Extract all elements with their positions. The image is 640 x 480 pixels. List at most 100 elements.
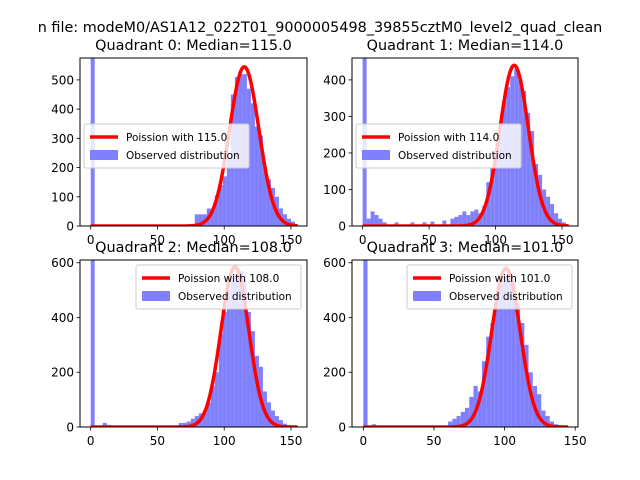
histogram-bar [456, 416, 461, 427]
histogram-bar [266, 179, 271, 226]
y-tick-label: 200 [51, 161, 74, 175]
legend-label-curve: Poission with 101.0 [449, 273, 550, 285]
axes-frame [79, 259, 308, 428]
legend-bar-swatch [362, 150, 390, 160]
x-tick-label: 0 [87, 434, 95, 448]
histogram-bar [537, 394, 542, 427]
y-tick-label: 300 [323, 110, 346, 124]
y-tick-label: 200 [323, 146, 346, 160]
subplot-title: Quadrant 1: Median=114.0 [367, 38, 564, 54]
histogram-bar [430, 221, 435, 226]
subplot-quadrant-0: 0 50 100 150 0 100 200 300 400 500 Quadrant 0: Med… [51, 38, 308, 247]
poisson-curve [89, 265, 299, 427]
x-tick-label: 50 [426, 434, 441, 448]
histogram-bar [546, 196, 551, 226]
histogram-bar [218, 333, 223, 427]
subplot-title: Quadrant 2: Median=108.0 [95, 240, 292, 256]
histogram-bar [549, 421, 554, 427]
x-tick-label: 50 [421, 233, 436, 247]
axes-frame [79, 57, 308, 227]
histogram-bar [498, 134, 503, 226]
histogram-bar [286, 218, 291, 226]
histogram-bar [394, 222, 399, 226]
plot-area [89, 260, 299, 427]
legend-bar-swatch [90, 150, 118, 160]
histogram-bar [474, 209, 479, 226]
histogram-bar [258, 135, 263, 226]
legend-bar-swatch [142, 291, 170, 301]
histogram-bar [486, 336, 491, 427]
legend-box [83, 123, 250, 169]
histogram-bar [210, 209, 215, 226]
histogram-bar [374, 215, 379, 226]
legend: Poission with 115.0 Observed distribution [83, 123, 250, 169]
legend: Poission with 101.0 Observed distribution [406, 264, 573, 310]
plot-area [362, 260, 570, 427]
x-tick-label: 100 [484, 233, 507, 247]
x-tick-label: 0 [359, 233, 367, 247]
histogram-bar [222, 176, 227, 226]
legend-bar-swatch [413, 291, 441, 301]
y-tick-label: 600 [51, 256, 74, 270]
histogram-bar [442, 220, 447, 226]
histogram-bar [102, 422, 107, 427]
histogram-bar [534, 163, 539, 226]
histogram-bar [450, 218, 455, 226]
y-tick-label: 0 [338, 220, 346, 234]
histogram-bar [214, 195, 219, 226]
histogram-bar [210, 385, 215, 427]
x-tick-label: 150 [551, 233, 574, 247]
histogram-bar [382, 222, 387, 226]
histogram-bar [250, 331, 255, 427]
histogram-bar [458, 215, 463, 226]
axes-frame [351, 57, 579, 227]
histogram-bar [266, 402, 271, 427]
histogram-bar [202, 410, 207, 427]
histogram-bar [462, 211, 467, 226]
x-tick-label: 150 [280, 434, 303, 448]
y-tick-label: 100 [51, 190, 74, 204]
x-tick-label: 150 [280, 233, 303, 247]
histogram-bar [262, 167, 267, 226]
histogram-bar [452, 418, 457, 427]
x-tick-label: 100 [213, 233, 236, 247]
histogram-bar [363, 260, 368, 427]
histogram-bar [526, 112, 531, 226]
histogram-bar [507, 273, 512, 427]
histogram-bar [490, 322, 495, 427]
y-tick-label: 0 [66, 421, 74, 435]
histogram-bar [218, 185, 223, 226]
y-tick-label: 0 [66, 220, 74, 234]
x-tick-label: 100 [213, 434, 236, 448]
histogram-bar [454, 216, 459, 226]
histogram-bar [186, 421, 191, 427]
histogram-bar [274, 416, 279, 427]
y-tick-label: 400 [323, 73, 346, 87]
poisson-curve [362, 266, 570, 427]
x-tick-label: 50 [150, 434, 165, 448]
histogram-bar [234, 273, 239, 427]
histogram-bar [558, 218, 563, 226]
histogram-bar [469, 396, 474, 427]
histogram-bar [90, 260, 95, 427]
histogram-bar [470, 211, 475, 226]
histogram-bar [541, 410, 546, 427]
histogram-bar [481, 361, 487, 427]
histogram-bar [254, 355, 259, 427]
histogram-bar [190, 418, 195, 427]
histogram-bar [554, 213, 559, 226]
legend-label-curve: Poission with 115.0 [126, 132, 227, 144]
histogram-bar [226, 158, 231, 226]
subplot-title: Quadrant 3: Median=101.0 [367, 240, 564, 256]
histogram-bar [530, 131, 535, 226]
y-tick-label: 400 [323, 311, 346, 325]
histogram-bar [511, 279, 516, 427]
figure-title: n file: modeM0/AS1A12_022T01_9000005498_… [38, 20, 603, 36]
y-tick-label: 500 [51, 73, 74, 87]
x-tick-label: 100 [493, 434, 516, 448]
histogram-bar [448, 421, 453, 427]
axes-frame [351, 259, 579, 428]
histogram-bar [477, 391, 482, 427]
subplot-quadrant-3: 0 50 100 150 0 200 400 600 Quadrant 3: Median=10… [323, 240, 587, 448]
histogram-bar [494, 298, 499, 427]
